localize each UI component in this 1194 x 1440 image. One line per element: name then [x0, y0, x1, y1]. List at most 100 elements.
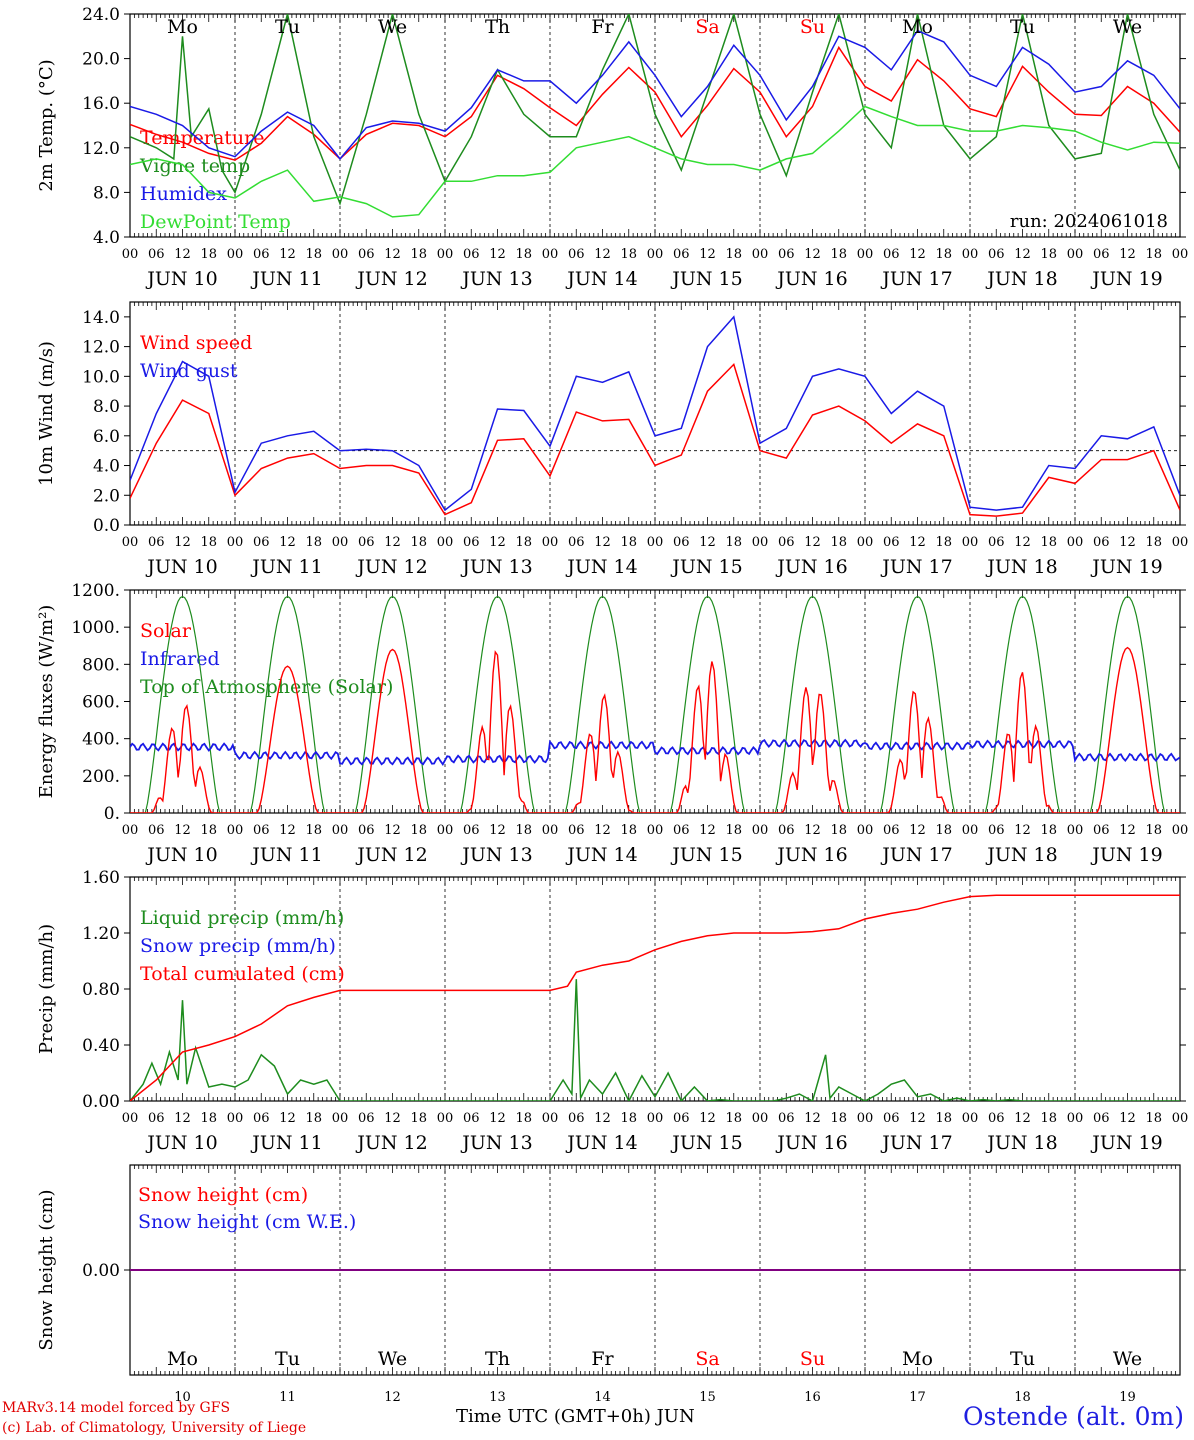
hour-tick-label: 06	[988, 247, 1005, 262]
date-label: JUN 17	[880, 268, 952, 290]
date-label: JUN 14	[565, 844, 637, 866]
hour-tick-label: 18	[830, 247, 847, 262]
date-label: JUN 18	[985, 844, 1057, 866]
hour-tick-label: 00	[437, 535, 454, 550]
hour-tick-label: 00	[752, 247, 769, 262]
y-tick-label: 4.0	[93, 228, 120, 248]
panel-frame-2	[129, 589, 1181, 814]
hour-tick-label: 00	[962, 823, 979, 838]
hour-tick-label: 00	[542, 247, 559, 262]
y-tick-label: 24.0	[82, 5, 120, 25]
date-label: JUN 17	[880, 844, 952, 866]
y-tick-label: 1.20	[82, 924, 120, 944]
hour-tick-label: 00	[962, 535, 979, 550]
hour-tick-label: 06	[148, 823, 165, 838]
series-temperature	[130, 45, 1180, 161]
y-tick-label: 10.0	[82, 367, 120, 387]
date-label: JUN 12	[355, 268, 427, 290]
weekday-label: Su	[800, 1348, 825, 1370]
hour-tick-label: 00	[752, 823, 769, 838]
hour-tick-label: 18	[935, 1111, 952, 1126]
hour-tick-label: 18	[1145, 1111, 1162, 1126]
day-number-label: 15	[699, 1390, 716, 1405]
hour-tick-label: 12	[699, 1111, 716, 1126]
hour-tick-label: 18	[410, 247, 427, 262]
y-axis-label: Energy fluxes (W/m²)	[36, 605, 57, 799]
y-tick-label: 4.0	[93, 457, 120, 477]
date-label: JUN 12	[355, 556, 427, 578]
hour-tick-label: 06	[673, 247, 690, 262]
hour-tick-label: 18	[410, 535, 427, 550]
hour-tick-label: 06	[568, 535, 585, 550]
legend-wind-speed: Wind speed	[140, 332, 252, 354]
hour-tick-label: 00	[857, 1111, 874, 1126]
day-number-label: 17	[909, 1390, 926, 1405]
hour-tick-label: 06	[358, 247, 375, 262]
date-label: JUN 10	[145, 844, 217, 866]
y-tick-label: 800.	[82, 655, 120, 675]
day-number-label: 18	[1014, 1390, 1031, 1405]
hour-tick-label: 06	[883, 247, 900, 262]
day-number-label: 16	[804, 1390, 821, 1405]
model-credit: MARv3.14 model forced by GFS	[2, 1400, 231, 1416]
hour-tick-label: 18	[515, 1111, 532, 1126]
hour-tick-label: 12	[279, 823, 296, 838]
date-label: JUN 14	[565, 556, 637, 578]
weekday-label: We	[1113, 16, 1142, 38]
hour-tick-label: 06	[568, 1111, 585, 1126]
day-number-label: 13	[489, 1390, 506, 1405]
hour-tick-label: 12	[279, 535, 296, 550]
y-tick-label: 600.	[82, 693, 120, 713]
hour-tick-label: 00	[647, 247, 664, 262]
hour-tick-label: 06	[1093, 1111, 1110, 1126]
hour-tick-label: 00	[332, 247, 349, 262]
hour-tick-label: 06	[673, 823, 690, 838]
y-tick-label: 12.0	[82, 338, 120, 358]
date-label: JUN 10	[145, 268, 217, 290]
hour-tick-label: 00	[857, 535, 874, 550]
date-label: JUN 13	[460, 1132, 532, 1154]
hour-tick-label: 12	[1014, 1111, 1031, 1126]
hour-tick-label: 12	[384, 1111, 401, 1126]
hour-tick-label: 06	[253, 823, 270, 838]
legend-temperature: Temperature	[140, 127, 264, 149]
hour-tick-label: 06	[253, 247, 270, 262]
hour-tick-label: 00	[1067, 247, 1084, 262]
hour-tick-label: 00	[647, 535, 664, 550]
series-wind-gust	[130, 315, 1180, 512]
hour-tick-label: 00	[647, 823, 664, 838]
hour-tick-label: 00	[1172, 247, 1189, 262]
hour-tick-label: 18	[515, 823, 532, 838]
hour-tick-label: 12	[909, 535, 926, 550]
hour-tick-label: 12	[804, 823, 821, 838]
hour-tick-label: 18	[200, 823, 217, 838]
hour-tick-label: 12	[489, 1111, 506, 1126]
y-tick-label: 2.0	[93, 486, 120, 506]
y-tick-label: 1200.	[71, 581, 120, 601]
hour-tick-label: 06	[463, 823, 480, 838]
y-tick-label: 6.0	[93, 427, 120, 447]
hour-tick-label: 18	[515, 535, 532, 550]
date-label: JUN 12	[355, 844, 427, 866]
hour-tick-label: 18	[1145, 247, 1162, 262]
hour-tick-label: 00	[1172, 823, 1189, 838]
hour-tick-label: 12	[174, 1111, 191, 1126]
y-tick-label: 400.	[82, 730, 120, 750]
day-number-label: 11	[279, 1390, 296, 1405]
hour-tick-label: 18	[620, 247, 637, 262]
y-tick-label: 8.0	[93, 397, 120, 417]
date-label: JUN 10	[145, 556, 217, 578]
hour-tick-label: 06	[778, 1111, 795, 1126]
weekday-label: Fr	[591, 1348, 614, 1370]
date-label: JUN 11	[250, 268, 322, 290]
legend-snow-height-cm-: Snow height (cm)	[138, 1184, 308, 1206]
hour-tick-label: 18	[200, 1111, 217, 1126]
y-tick-label: 0.80	[82, 980, 120, 1000]
date-label: JUN 18	[985, 556, 1057, 578]
date-label: JUN 16	[775, 268, 847, 290]
weekday-label: Tu	[275, 1348, 300, 1370]
hour-tick-label: 06	[253, 1111, 270, 1126]
date-label: JUN 19	[1090, 268, 1162, 290]
weekday-label: Mo	[902, 16, 933, 38]
